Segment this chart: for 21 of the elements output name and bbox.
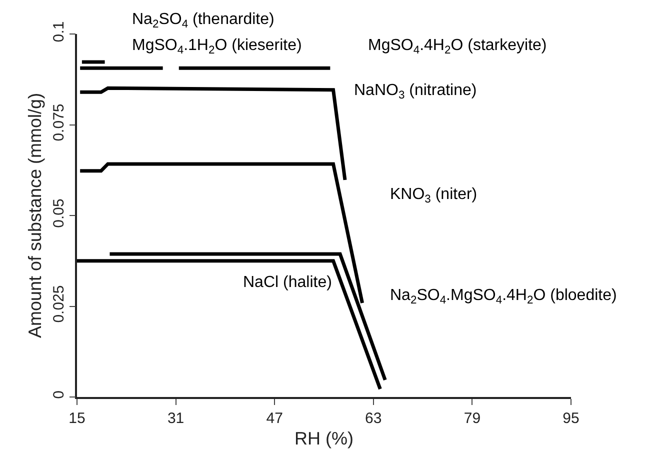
y-tick-label: 0.075 <box>50 104 68 142</box>
text: Na$_{2}$SO$_{4}$.MgSO$_{4}$.4H$_{2}$O (bloedite) <box>390 287 617 306</box>
x-tick-label: 31 <box>167 410 184 427</box>
y-tick-label: 0.1 <box>50 21 68 42</box>
series-label: MgSO$_{4}$.1H$_{2}$O (kieserite) <box>132 37 302 56</box>
line-series <box>78 86 347 182</box>
y-axis-title: Amount of substance (mmol/g) <box>24 92 45 338</box>
series-label: NaNO$_{3}$ (nitratine) <box>354 82 477 102</box>
y-tick-label: 0.05 <box>50 198 68 228</box>
text: KNO$_{3}$ (niter) <box>390 186 478 206</box>
text: MgSO$_{4}$.4H$_{2}$O (starkeyite) <box>368 37 547 56</box>
x-tick-label: 63 <box>365 410 382 427</box>
x-tick-label: 79 <box>464 410 481 427</box>
y-tick-label: 0 <box>50 390 68 399</box>
x-tick-label: 47 <box>266 410 283 427</box>
text: Na$_{2}$SO$_{4}$ (thenardite) <box>132 11 274 30</box>
y-tick-label: 0.025 <box>50 285 68 323</box>
x-tick-label: 95 <box>562 410 580 427</box>
x-axis-title: RH (%) <box>294 428 354 448</box>
series-label: NaCl (halite) <box>243 274 332 291</box>
x-tick-label: 15 <box>68 410 86 427</box>
